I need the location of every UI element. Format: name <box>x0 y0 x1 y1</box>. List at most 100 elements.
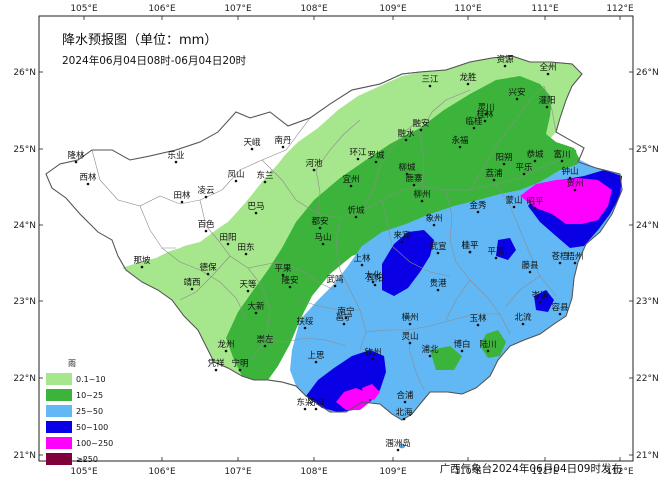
city-label: 梧州 <box>566 251 583 262</box>
city-label: 大新 <box>247 301 265 312</box>
lon-labels-bottom: 105°E 106°E 107°E 108°E 109°E 110°E 111°… <box>70 467 634 477</box>
publisher-note: 广西气象台2024年06月04日09时发布 <box>440 462 622 475</box>
city-dot <box>573 261 577 265</box>
city-label: 钦州 <box>364 347 381 358</box>
rain-zone-dark-blue <box>382 230 434 296</box>
city-dot <box>303 326 307 330</box>
rain-zone-dark-blue <box>534 290 554 312</box>
legend-swatch <box>46 405 72 417</box>
lon-label: 111°E <box>531 467 559 477</box>
city-dot <box>244 252 248 256</box>
city-dot <box>374 160 378 164</box>
city-label: 德保 <box>199 262 217 273</box>
city-label: 荔浦 <box>485 168 503 179</box>
city-dot <box>403 400 407 404</box>
legend-label: 25~50 <box>76 407 103 416</box>
city-dot <box>204 195 208 199</box>
city-label: 龙州 <box>217 339 234 350</box>
city-label: 东兰 <box>256 170 273 181</box>
city-dot <box>354 215 358 219</box>
legend-label: 10~25 <box>76 391 103 400</box>
city-dot <box>486 349 490 353</box>
city-dot <box>428 354 432 358</box>
legend-swatch <box>46 389 72 401</box>
lon-label: 109°E <box>379 4 407 14</box>
city-dot <box>140 265 144 269</box>
city-dot <box>371 357 375 361</box>
city-label: 苍梧 <box>551 251 569 262</box>
city-label: 上思 <box>307 351 325 361</box>
city-dot <box>515 97 519 101</box>
city-label: 恭城 <box>526 150 544 160</box>
city-label: 贵港 <box>429 278 447 289</box>
city-dot <box>263 180 267 184</box>
city-dot <box>74 160 78 164</box>
city-dot <box>180 200 184 204</box>
legend-swatch <box>46 453 72 465</box>
city-dot <box>250 147 254 151</box>
city-label: 平南 <box>487 246 504 257</box>
city-label: 宾阳 <box>366 273 383 284</box>
city-label: 藤县 <box>521 260 539 271</box>
lon-label: 109°E <box>379 467 407 477</box>
city-dot <box>314 407 318 411</box>
city-dot <box>472 126 476 130</box>
city-label: 那坡 <box>133 255 151 266</box>
city-dot <box>356 157 360 161</box>
legend-swatch <box>46 437 72 449</box>
city-label: 玉林 <box>469 313 487 324</box>
city-dot <box>402 417 406 421</box>
city-label: 灌阳 <box>538 95 555 106</box>
legend: 雨 0.1~10 10~25 25~50 50~100 100~250 ≥250 <box>46 359 113 465</box>
lon-label: 108°E <box>300 467 328 477</box>
city-dot <box>492 178 496 182</box>
city-dot <box>400 240 404 244</box>
rain-zone-magenta <box>362 384 380 400</box>
city-label: 马山 <box>314 232 331 243</box>
city-label: 环江 <box>349 148 367 158</box>
legend-title: 雨 <box>68 359 76 368</box>
city-dot <box>373 283 377 287</box>
city-label: 武宣 <box>429 241 446 252</box>
city-dot <box>502 162 506 166</box>
city-label: 象州 <box>425 213 442 224</box>
city-dot <box>86 182 90 186</box>
city-label: 邕宁 <box>335 312 352 323</box>
city-label: 兴安 <box>508 87 525 98</box>
city-label: 南丹 <box>274 135 292 146</box>
city-label: 浦北 <box>421 344 439 355</box>
city-dot <box>281 273 285 277</box>
city-dot <box>528 270 532 274</box>
city-label: 河池 <box>305 158 323 169</box>
city-dot <box>204 229 208 233</box>
city-dot <box>349 184 353 188</box>
city-dot <box>226 242 230 246</box>
city-label: 桂林 <box>476 109 494 120</box>
city-label: 蒙山 <box>505 195 522 206</box>
city-dot <box>405 172 409 176</box>
city-dot <box>466 82 470 86</box>
city-dot <box>546 72 550 76</box>
city-dot <box>419 128 423 132</box>
city-dot <box>396 448 400 452</box>
city-label: 隆安 <box>281 275 298 286</box>
city-label: 钟山 <box>561 166 578 177</box>
city-dot <box>318 226 322 230</box>
lat-labels-left: 26°N 25°N 24°N 23°N 22°N 21°N <box>13 68 36 461</box>
lon-labels-top: 105°E 106°E 107°E 108°E 109°E 110°E 111°… <box>70 4 634 14</box>
city-dot <box>288 285 292 289</box>
lat-label: 26°N <box>636 68 659 78</box>
city-dot <box>468 250 472 254</box>
city-label: 田东 <box>237 242 254 253</box>
city-dot <box>254 311 258 315</box>
city-label: 贺州 <box>566 178 583 189</box>
city-dot <box>484 112 488 116</box>
city-label: 凌云 <box>197 185 215 196</box>
lon-label: 111°E <box>531 4 559 14</box>
city-dot <box>420 199 424 203</box>
city-label: 北海 <box>395 407 413 418</box>
city-dot <box>238 368 242 372</box>
rain-zone-green-pocket <box>430 346 462 370</box>
city-dot <box>503 64 507 68</box>
city-dot <box>224 349 228 353</box>
